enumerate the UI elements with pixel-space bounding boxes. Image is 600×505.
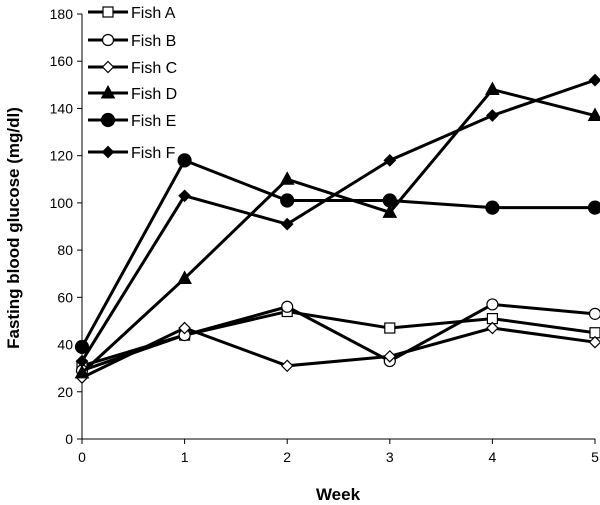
y-tick-label: 160 bbox=[50, 53, 74, 69]
legend-label: Fish B bbox=[131, 33, 176, 50]
x-tick-label: 0 bbox=[78, 449, 86, 465]
series-line bbox=[81, 302, 596, 372]
series-fish-f bbox=[75, 73, 600, 368]
legend-label: Fish F bbox=[131, 145, 176, 162]
y-tick-label: 140 bbox=[50, 100, 74, 116]
circle-marker bbox=[100, 112, 116, 128]
x-tick-label: 4 bbox=[489, 449, 497, 465]
x-tick-label: 3 bbox=[386, 449, 394, 465]
legend-item: Fish A bbox=[88, 5, 176, 22]
triangle-marker bbox=[587, 107, 600, 122]
circle-marker bbox=[177, 153, 192, 168]
triangle-marker bbox=[279, 171, 295, 185]
circle-marker bbox=[587, 200, 600, 215]
y-tick-label: 120 bbox=[50, 148, 74, 164]
legend-label: Fish D bbox=[131, 86, 177, 103]
circle-marker bbox=[588, 307, 600, 320]
y-tick-label: 80 bbox=[57, 242, 73, 258]
triangle-marker bbox=[100, 84, 116, 99]
diamond-marker bbox=[383, 350, 397, 363]
y-tick-label: 60 bbox=[57, 289, 73, 305]
diamond-marker bbox=[280, 359, 294, 373]
diamond-marker bbox=[101, 60, 115, 74]
legend-item: Fish E bbox=[88, 112, 176, 130]
legend-label: Fish A bbox=[131, 5, 176, 22]
y-tick-label: 0 bbox=[65, 431, 73, 447]
series-line bbox=[80, 78, 596, 362]
x-axis-label: Week bbox=[316, 485, 361, 504]
circle-marker bbox=[74, 339, 90, 355]
series-line bbox=[80, 158, 595, 348]
legend-label: Fish C bbox=[131, 60, 177, 77]
triangle-marker bbox=[485, 81, 500, 96]
x-tick-label: 5 bbox=[591, 449, 599, 465]
series-fish-e bbox=[74, 153, 600, 355]
diamond-marker bbox=[588, 73, 600, 87]
diamond-marker bbox=[280, 217, 294, 231]
series-line bbox=[81, 326, 596, 379]
diamond-marker bbox=[383, 154, 397, 167]
square-marker bbox=[102, 6, 114, 18]
y-tick-label: 40 bbox=[57, 337, 73, 353]
circle-marker bbox=[101, 33, 115, 47]
circle-marker bbox=[280, 193, 295, 208]
series-fish-c bbox=[75, 321, 600, 384]
series-line bbox=[80, 87, 596, 374]
legend-item: Fish F bbox=[88, 145, 176, 162]
legend-item: Fish C bbox=[88, 60, 177, 77]
series-fish-d bbox=[74, 81, 600, 379]
y-tick-label: 20 bbox=[57, 384, 73, 400]
diamond-marker bbox=[178, 321, 191, 335]
y-tick-label: 180 bbox=[50, 6, 74, 22]
diamond-marker bbox=[588, 335, 600, 349]
diamond-marker bbox=[486, 109, 499, 122]
y-axis-label: Fasting blood glucose (mg/dl) bbox=[4, 107, 23, 349]
diamond-marker bbox=[178, 189, 191, 203]
circle-marker bbox=[382, 193, 397, 208]
diamond-marker bbox=[486, 321, 499, 335]
square-marker bbox=[384, 322, 396, 334]
legend-label: Fish E bbox=[131, 113, 176, 130]
x-tick-label: 2 bbox=[283, 449, 291, 465]
circle-marker bbox=[281, 300, 294, 313]
series-line bbox=[81, 309, 596, 368]
legend-item: Fish D bbox=[88, 84, 177, 103]
diamond-marker bbox=[75, 354, 89, 368]
circle-marker bbox=[486, 298, 499, 311]
x-tick-label: 1 bbox=[181, 449, 189, 465]
diamond-marker bbox=[101, 145, 115, 159]
triangle-marker bbox=[382, 204, 398, 218]
triangle-marker bbox=[74, 364, 90, 379]
circle-marker bbox=[485, 200, 500, 215]
legend-item: Fish B bbox=[88, 33, 176, 50]
y-tick-label: 100 bbox=[50, 195, 74, 211]
triangle-marker bbox=[177, 270, 192, 284]
series-fish-b bbox=[75, 298, 600, 377]
